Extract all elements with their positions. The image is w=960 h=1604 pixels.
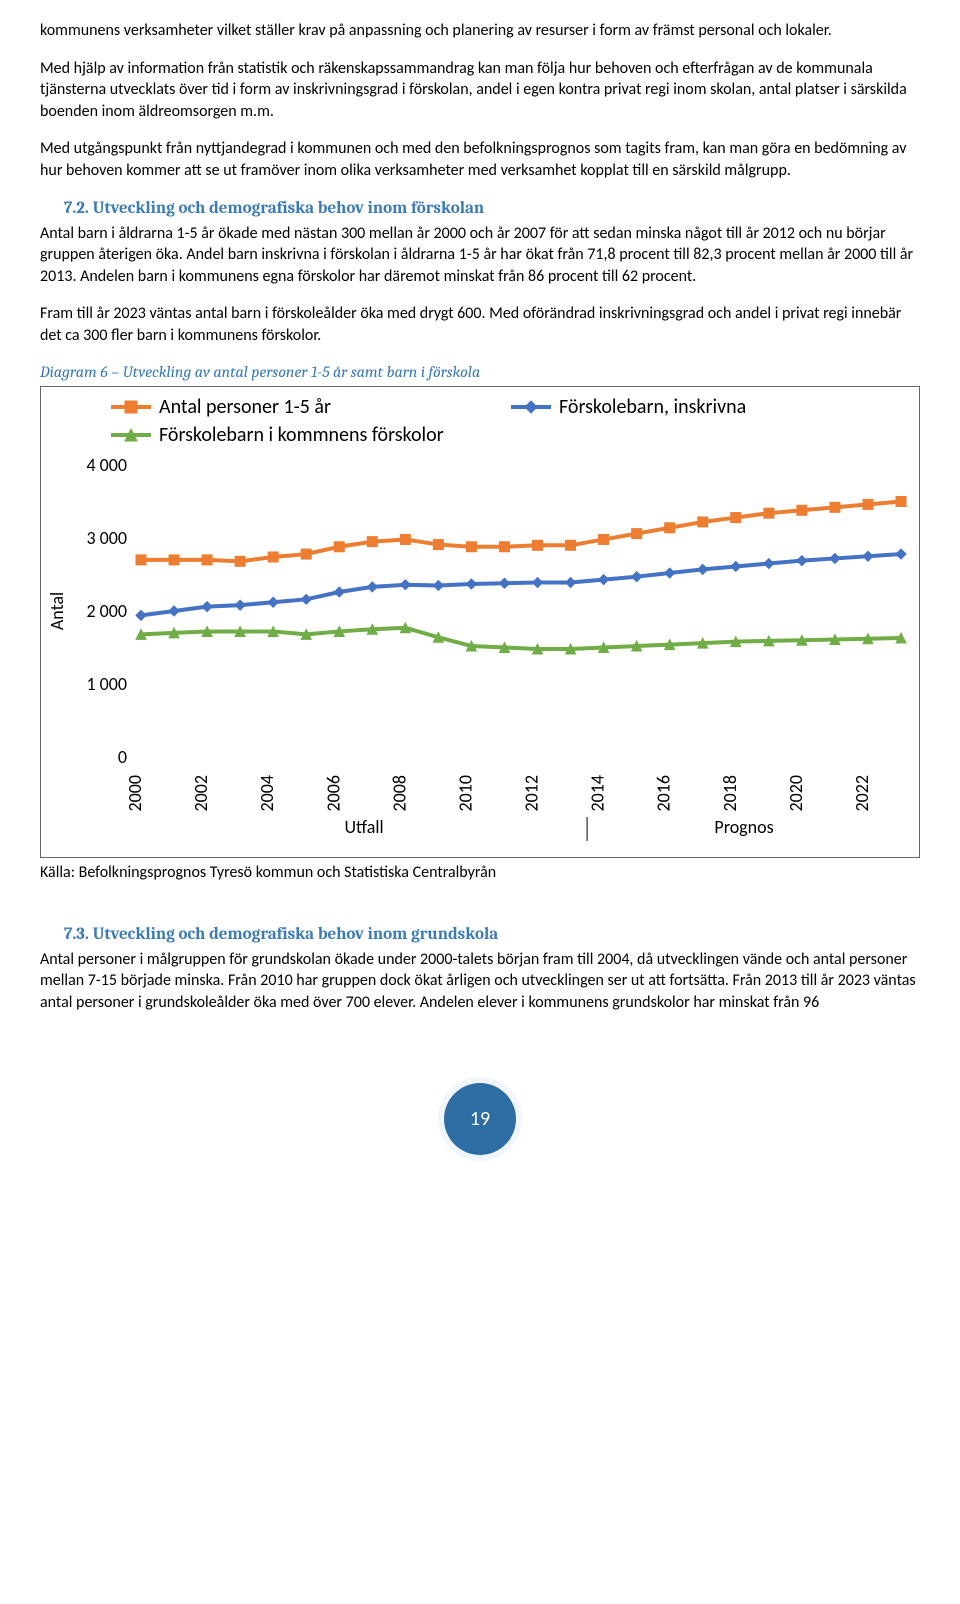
section-7-3-para-1: Antal personer i målgruppen för grundsko… [40,949,920,1014]
svg-text:2020: 2020 [785,775,807,812]
svg-text:Förskolebarn, inskrivna: Förskolebarn, inskrivna [559,395,746,419]
section-7-2-heading: 7.2. Utveckling och demografiska behov i… [64,198,920,221]
svg-text:Förskolebarn i kommnens försko: Förskolebarn i kommnens förskolor [159,423,444,447]
intro-para-3: Med utgångspunkt från nyttjandegrad i ko… [40,138,920,181]
svg-text:Antal: Antal [46,592,68,630]
svg-text:Utfall: Utfall [344,816,383,838]
svg-text:2 000: 2 000 [86,600,127,622]
svg-text:2002: 2002 [190,775,212,812]
svg-text:4 000: 4 000 [86,454,127,476]
svg-text:1 000: 1 000 [86,673,127,695]
svg-text:2012: 2012 [521,775,543,812]
svg-text:2010: 2010 [454,775,476,812]
svg-text:2018: 2018 [719,775,741,812]
svg-text:Prognos: Prognos [714,816,773,838]
chart-6-container: Antal personer 1-5 år Förskolebarn, inskr… [40,386,920,858]
page-number: 19 [470,1106,490,1133]
chart-6-caption: Diagram 6 – Utveckling av antal personer… [40,362,920,384]
intro-para-1: kommunens verksamheter vilket ställer kr… [40,20,920,42]
chart-6-source: Källa: Befolkningsprognos Tyresö kommun … [40,862,920,884]
svg-text:0: 0 [118,746,127,768]
svg-text:2004: 2004 [256,775,278,812]
intro-para-2: Med hjälp av information från statistik … [40,58,920,123]
page-number-badge: 19 [444,1083,516,1155]
svg-text:2022: 2022 [851,775,873,812]
svg-text:2008: 2008 [388,775,410,812]
chart-6-svg: Antal personer 1-5 år Förskolebarn, inskr… [41,387,921,857]
section-7-2-para-2: Fram till år 2023 väntas antal barn i fö… [40,303,920,346]
svg-text:2016: 2016 [653,775,675,812]
section-7-2-para-1: Antal barn i åldrarna 1-5 år ökade med n… [40,223,920,288]
svg-text:2000: 2000 [124,775,146,812]
svg-text:3 000: 3 000 [86,527,127,549]
svg-text:2006: 2006 [322,775,344,812]
svg-text:2014: 2014 [587,775,609,812]
svg-text:Antal personer 1-5 år: Antal personer 1-5 år [159,395,331,419]
section-7-3-heading: 7.3. Utveckling och demografiska behov i… [64,924,920,947]
